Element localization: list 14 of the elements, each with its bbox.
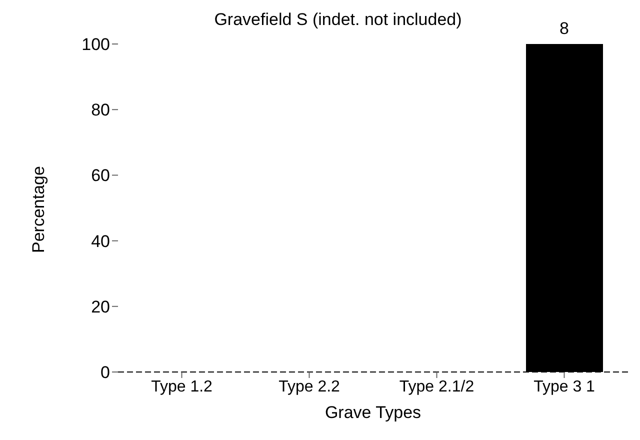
- x-tick-label: Type 2.1/2: [399, 378, 474, 396]
- x-tick-label: Type 3 1: [534, 378, 596, 396]
- x-axis-title: Grave Types: [324, 403, 422, 422]
- y-tick-label: 80: [91, 100, 110, 120]
- y-tick-label: 40: [91, 232, 110, 251]
- y-tick-label: 0: [100, 363, 110, 382]
- y-tick-label: 20: [91, 297, 110, 316]
- x-tick-label: Type 2.2: [278, 378, 340, 396]
- annotation: 8: [560, 19, 569, 38]
- y-tick-label: 100: [82, 35, 110, 54]
- y-tick-label: 60: [91, 166, 110, 186]
- x-tick-label: Type 1.2: [151, 378, 213, 396]
- y-axis-title: Percentage: [29, 166, 48, 253]
- chart-title: Gravefield S (indet. not included): [213, 10, 463, 30]
